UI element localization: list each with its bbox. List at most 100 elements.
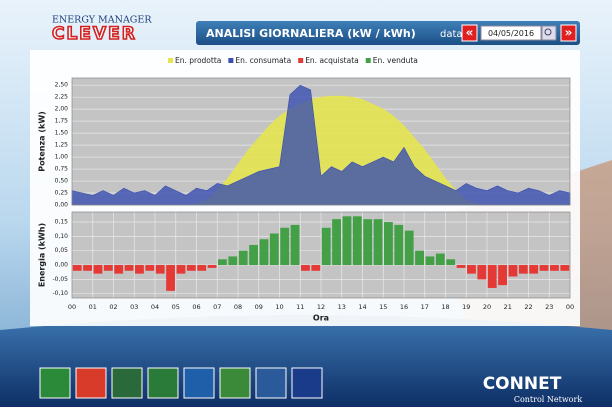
y-tick-label: 0,00 bbox=[55, 202, 69, 209]
area-series bbox=[71, 84, 571, 206]
footer-brand: CONNET bbox=[483, 374, 562, 394]
x-tick-label: 12 bbox=[317, 303, 325, 311]
y-tick-label: 0,50 bbox=[55, 178, 69, 185]
y-tick-label: 1,25 bbox=[55, 142, 69, 149]
bar bbox=[487, 265, 497, 288]
plot-frame bbox=[71, 77, 571, 206]
x-tick-label: 09 bbox=[255, 303, 263, 311]
x-tick-label: 20 bbox=[483, 303, 491, 311]
footer-sub: Control Network bbox=[514, 395, 582, 404]
x-axis-label: Ora bbox=[313, 314, 329, 323]
y-tick-label: 2,25 bbox=[55, 94, 69, 101]
next-button[interactable] bbox=[560, 24, 577, 42]
refresh-icon[interactable] bbox=[75, 367, 107, 399]
alert-icon[interactable] bbox=[219, 367, 251, 399]
page-title: ANALISI GIORNALIERA (kW / kWh) bbox=[206, 27, 416, 40]
money-icon[interactable] bbox=[147, 367, 179, 399]
bar bbox=[518, 265, 528, 274]
bar bbox=[342, 216, 352, 266]
bar bbox=[197, 265, 207, 271]
brand-top: ENERGY MANAGER bbox=[52, 15, 152, 26]
x-tick-label: 13 bbox=[338, 303, 346, 311]
y-axis-label: Energia (kWh) bbox=[38, 223, 47, 287]
x-tick-label: 19 bbox=[462, 303, 470, 311]
legend-swatch bbox=[298, 58, 304, 63]
bar bbox=[529, 265, 539, 274]
bar bbox=[145, 265, 155, 271]
x-tick-label: 02 bbox=[109, 303, 117, 311]
bar bbox=[249, 244, 258, 266]
panel-icon[interactable] bbox=[291, 367, 323, 399]
x-tick-label: 00 bbox=[68, 303, 76, 311]
bar bbox=[352, 216, 362, 266]
y-tick-label: 1,75 bbox=[55, 118, 69, 125]
bar bbox=[103, 265, 113, 271]
x-tick-label: 08 bbox=[234, 303, 242, 311]
bar bbox=[415, 250, 424, 266]
search-icon bbox=[544, 28, 552, 36]
legend-label: En. acquistata bbox=[305, 56, 359, 65]
bar bbox=[425, 256, 435, 266]
chart-icon[interactable] bbox=[183, 367, 215, 399]
next-glyph: » bbox=[565, 26, 573, 40]
y-tick-label: 0,25 bbox=[55, 190, 69, 197]
x-tick-label: 03 bbox=[130, 303, 138, 311]
bar bbox=[72, 265, 82, 271]
bar bbox=[259, 239, 269, 266]
y-tick-label: 2,50 bbox=[55, 82, 69, 89]
x-tick-label: 23 bbox=[545, 303, 553, 311]
x-tick-label: 15 bbox=[379, 303, 387, 311]
plot-frame bbox=[71, 211, 571, 299]
bar bbox=[218, 259, 227, 266]
x-tick-label: 00 bbox=[566, 303, 574, 311]
x-tick-label: 01 bbox=[89, 303, 97, 311]
bar bbox=[135, 265, 144, 274]
x-tick-label: 06 bbox=[192, 303, 200, 311]
bar bbox=[124, 265, 134, 271]
bar bbox=[155, 265, 165, 274]
legend-swatch bbox=[365, 58, 371, 63]
bar bbox=[186, 265, 196, 271]
x-tick-label: 17 bbox=[421, 303, 429, 311]
prev-button[interactable] bbox=[461, 24, 478, 42]
y-tick-label: -0,10 bbox=[52, 290, 68, 297]
legend-label: En. consumata bbox=[235, 56, 291, 65]
trend-icon[interactable] bbox=[255, 367, 287, 399]
bar bbox=[166, 265, 175, 291]
date-field[interactable] bbox=[480, 25, 542, 41]
date-value: 04/05/2016 bbox=[488, 29, 534, 38]
bar bbox=[93, 265, 103, 274]
bar bbox=[435, 253, 445, 266]
bar bbox=[207, 265, 217, 268]
x-tick-label: 21 bbox=[504, 303, 512, 311]
search-button[interactable] bbox=[541, 25, 557, 41]
toolbar bbox=[39, 367, 323, 399]
x-tick-label: 18 bbox=[441, 303, 449, 311]
x-tick-label: 22 bbox=[524, 303, 532, 311]
legend-swatch bbox=[168, 58, 173, 63]
bar bbox=[363, 219, 373, 266]
bar bbox=[280, 227, 290, 266]
y-tick-label: -0,05 bbox=[52, 276, 68, 283]
bar bbox=[560, 265, 570, 271]
bar bbox=[446, 259, 456, 266]
home-icon[interactable] bbox=[39, 367, 71, 399]
solar-icon[interactable] bbox=[111, 367, 143, 399]
y-axis-label: Potenza (kW) bbox=[38, 111, 47, 172]
bar bbox=[114, 265, 124, 274]
bar bbox=[290, 224, 300, 266]
bar bbox=[373, 219, 383, 266]
y-tick-label: 2,00 bbox=[55, 106, 69, 113]
bar bbox=[269, 233, 279, 266]
bar bbox=[477, 265, 487, 280]
bar bbox=[498, 265, 507, 286]
bar bbox=[321, 227, 331, 266]
x-tick-label: 14 bbox=[358, 303, 366, 311]
x-tick-label: 07 bbox=[213, 303, 221, 311]
x-tick-label: 05 bbox=[172, 303, 180, 311]
bar bbox=[467, 265, 476, 274]
bar bbox=[301, 265, 310, 271]
y-tick-label: 0,75 bbox=[55, 166, 69, 173]
legend-label: En. prodotta bbox=[175, 56, 221, 65]
bar bbox=[456, 265, 466, 268]
